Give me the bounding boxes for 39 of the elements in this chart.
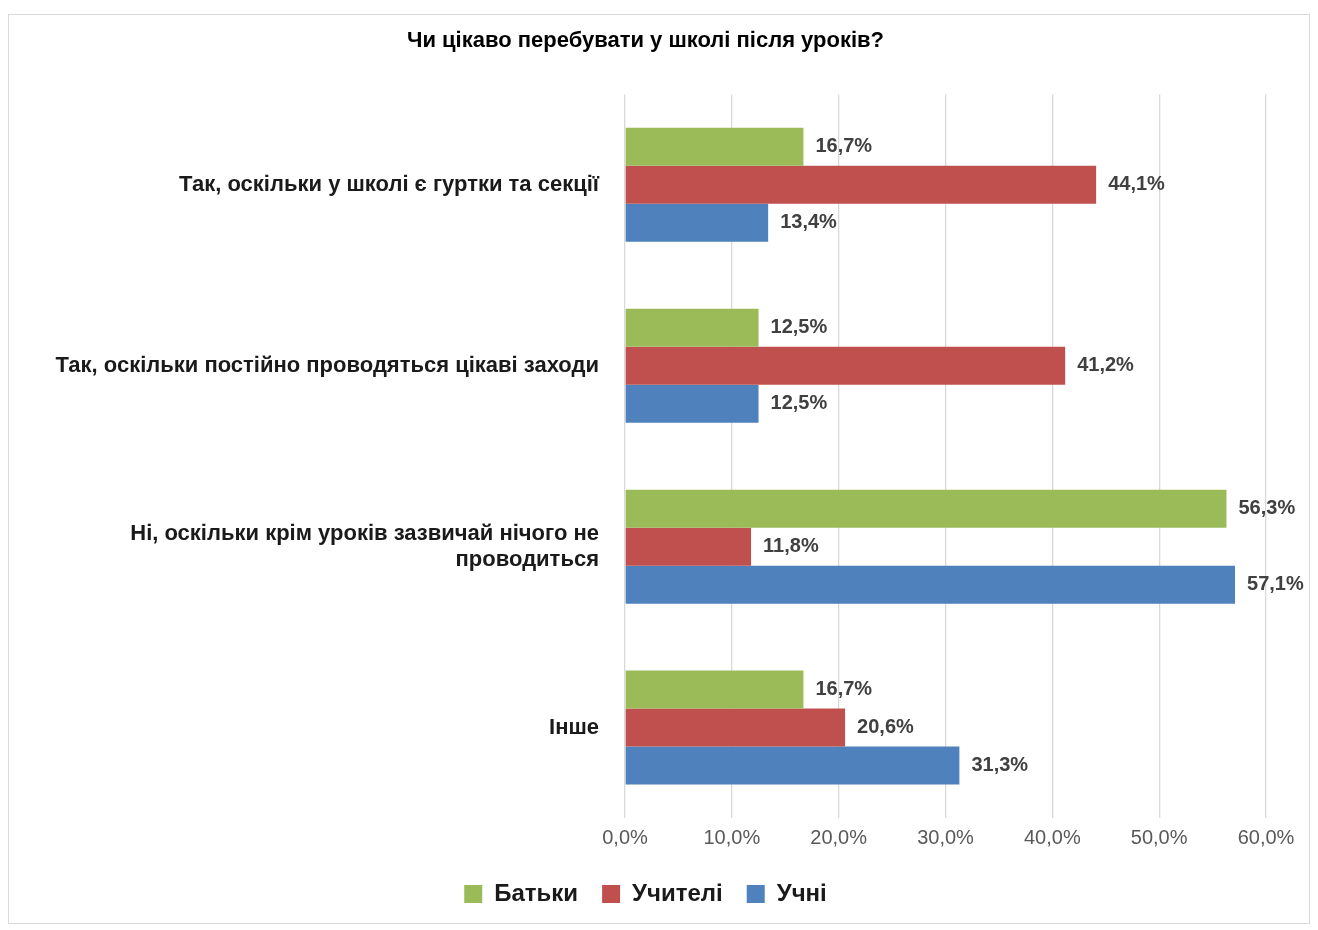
data-label: 16,7% [815,134,873,157]
bar [625,527,752,566]
legend-label: Батьки [494,878,579,906]
data-label: 41,2% [1077,353,1135,376]
x-tick-label: 60,0% [1237,825,1295,848]
y-tick-label: Ні, оскільки крім уроків зазвичай нічого не проводиться [130,519,599,571]
data-label: 56,3% [1238,496,1296,519]
x-tick-label: 30,0% [917,825,975,848]
data-label: 13,4% [780,210,838,233]
bar [625,384,759,423]
data-label: 57,1% [1247,572,1304,595]
legend-label: Учителі [632,878,723,906]
x-tick-label: 50,0% [1130,825,1188,848]
bar [625,308,759,347]
legend-label: Учні [776,878,827,906]
chart-title: Чи цікаво перебувати у школі після уроків? [406,27,885,53]
bar [625,565,1236,604]
y-tick-label: Інше [549,713,599,739]
bar [625,670,804,709]
x-tick-label: 10,0% [703,825,761,848]
data-label: 20,6% [857,715,914,738]
x-tick-label: 20,0% [810,825,868,848]
y-tick-label: Так, оскільки постійно проводяться цікаві заходи [55,351,599,377]
x-tick-label: 0,0% [602,825,649,848]
bar [625,203,769,242]
bar [625,489,1227,528]
bar [625,746,960,785]
data-label: 16,7% [815,677,873,700]
bar [625,346,1066,385]
bar [625,165,1097,204]
data-label: 12,5% [770,391,828,414]
bar [625,127,804,166]
data-label: 11,8% [763,534,819,557]
x-tick-label: 40,0% [1023,825,1081,848]
data-label: 12,5% [770,315,828,338]
data-label: 31,3% [971,753,1029,776]
y-tick-label: Так, оскільки у школі є гуртки та секції [179,170,600,196]
bar [625,708,846,747]
data-label: 44,1% [1108,172,1166,195]
